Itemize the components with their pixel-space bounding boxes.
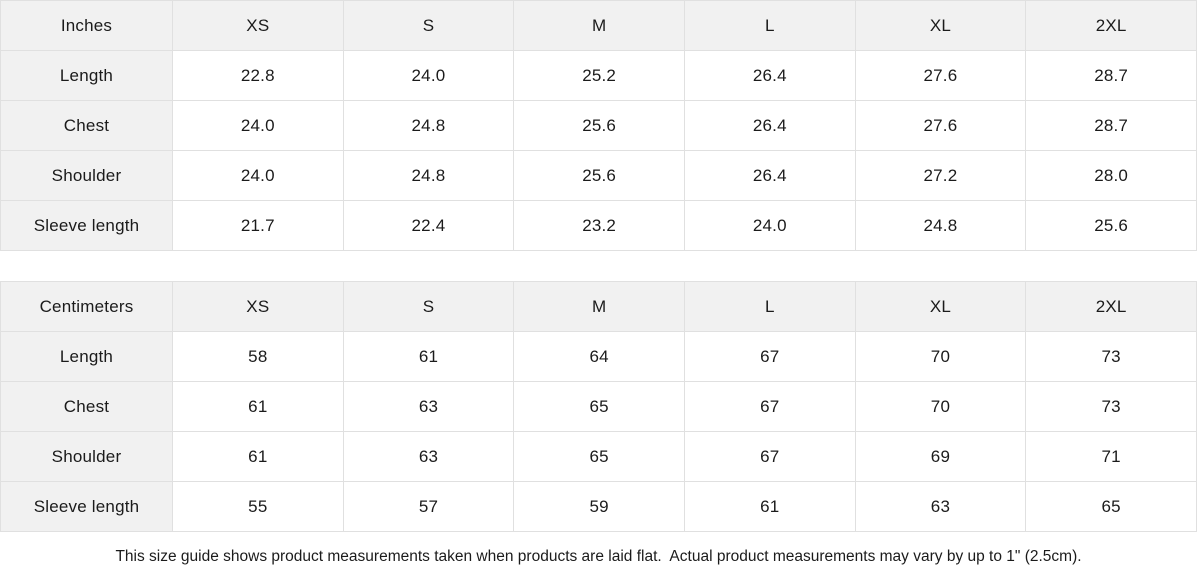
measurement-cell: 28.0 <box>1025 150 1197 201</box>
measurement-cell: 28.7 <box>1025 100 1197 151</box>
measurement-cell: 24.0 <box>683 200 856 251</box>
table-gap-spacer <box>0 251 1197 281</box>
size-header-m: M <box>513 0 685 51</box>
measurement-cell: 69 <box>854 431 1027 482</box>
measurement-cell: 25.2 <box>513 50 685 101</box>
measurement-cell: 59 <box>513 481 685 532</box>
size-header-s: S <box>342 0 515 51</box>
size-header-xl: XL <box>854 281 1027 332</box>
inches-size-table: Inches XS S M L XL 2XL Length 22.8 24.0 … <box>0 0 1197 251</box>
measurement-cell: 24.8 <box>342 100 515 151</box>
row-label-chest: Chest <box>0 381 173 432</box>
measurement-cell: 27.6 <box>854 50 1027 101</box>
size-header-xs: XS <box>172 281 344 332</box>
size-header-2xl: 2XL <box>1025 0 1197 51</box>
measurement-cell: 22.4 <box>342 200 515 251</box>
measurement-cell: 58 <box>172 331 344 382</box>
table-row-shoulder: Shoulder 61 63 65 67 69 71 <box>0 431 1197 482</box>
size-header-m: M <box>513 281 685 332</box>
measurement-cell: 61 <box>683 481 856 532</box>
row-label-length: Length <box>0 50 173 101</box>
measurement-cell: 26.4 <box>683 100 856 151</box>
measurement-cell: 63 <box>854 481 1027 532</box>
measurement-cell: 25.6 <box>513 150 685 201</box>
measurement-cell: 73 <box>1025 381 1197 432</box>
row-label-chest: Chest <box>0 100 173 151</box>
measurement-cell: 26.4 <box>683 50 856 101</box>
measurement-cell: 67 <box>683 431 856 482</box>
table-row-sleeve-length: Sleeve length 21.7 22.4 23.2 24.0 24.8 2… <box>0 200 1197 251</box>
size-guide-note: This size guide shows product measuremen… <box>0 532 1197 581</box>
measurement-cell: 70 <box>854 381 1027 432</box>
row-label-shoulder: Shoulder <box>0 150 173 201</box>
measurement-cell: 63 <box>342 431 515 482</box>
measurement-cell: 24.0 <box>342 50 515 101</box>
measurement-cell: 27.2 <box>854 150 1027 201</box>
size-header-2xl: 2XL <box>1025 281 1197 332</box>
row-label-sleeve-length: Sleeve length <box>0 200 173 251</box>
table-row-shoulder: Shoulder 24.0 24.8 25.6 26.4 27.2 28.0 <box>0 150 1197 201</box>
table-row-chest: Chest 24.0 24.8 25.6 26.4 27.6 28.7 <box>0 100 1197 151</box>
measurement-cell: 24.0 <box>172 150 344 201</box>
measurement-cell: 65 <box>513 381 685 432</box>
measurement-cell: 63 <box>342 381 515 432</box>
table-row-length: Length 22.8 24.0 25.2 26.4 27.6 28.7 <box>0 50 1197 101</box>
measurement-cell: 25.6 <box>513 100 685 151</box>
measurement-cell: 67 <box>683 381 856 432</box>
measurement-cell: 22.8 <box>172 50 344 101</box>
table-row-length: Length 58 61 64 67 70 73 <box>0 331 1197 382</box>
measurement-cell: 24.0 <box>172 100 344 151</box>
inches-header-row: Inches XS S M L XL 2XL <box>0 0 1197 51</box>
measurement-cell: 64 <box>513 331 685 382</box>
measurement-cell: 73 <box>1025 331 1197 382</box>
measurement-cell: 71 <box>1025 431 1197 482</box>
measurement-cell: 61 <box>172 431 344 482</box>
measurement-cell: 67 <box>683 331 856 382</box>
table-row-sleeve-length: Sleeve length 55 57 59 61 63 65 <box>0 481 1197 532</box>
measurement-cell: 65 <box>1025 481 1197 532</box>
measurement-cell: 61 <box>172 381 344 432</box>
measurement-cell: 70 <box>854 331 1027 382</box>
row-label-sleeve-length: Sleeve length <box>0 481 173 532</box>
size-header-s: S <box>342 281 515 332</box>
size-header-xl: XL <box>854 0 1027 51</box>
size-header-l: L <box>683 281 856 332</box>
measurement-cell: 65 <box>513 431 685 482</box>
measurement-cell: 25.6 <box>1025 200 1197 251</box>
measurement-cell: 21.7 <box>172 200 344 251</box>
size-header-xs: XS <box>172 0 344 51</box>
measurement-cell: 55 <box>172 481 344 532</box>
measurement-cell: 23.2 <box>513 200 685 251</box>
measurement-cell: 26.4 <box>683 150 856 201</box>
measurement-cell: 57 <box>342 481 515 532</box>
row-label-length: Length <box>0 331 173 382</box>
unit-header-inches: Inches <box>0 0 173 51</box>
measurement-cell: 28.7 <box>1025 50 1197 101</box>
measurement-cell: 24.8 <box>854 200 1027 251</box>
measurement-cell: 27.6 <box>854 100 1027 151</box>
row-label-shoulder: Shoulder <box>0 431 173 482</box>
size-header-l: L <box>683 0 856 51</box>
measurement-cell: 24.8 <box>342 150 515 201</box>
centimeters-header-row: Centimeters XS S M L XL 2XL <box>0 281 1197 332</box>
unit-header-centimeters: Centimeters <box>0 281 173 332</box>
table-row-chest: Chest 61 63 65 67 70 73 <box>0 381 1197 432</box>
centimeters-size-table: Centimeters XS S M L XL 2XL Length 58 61… <box>0 281 1197 532</box>
measurement-cell: 61 <box>342 331 515 382</box>
